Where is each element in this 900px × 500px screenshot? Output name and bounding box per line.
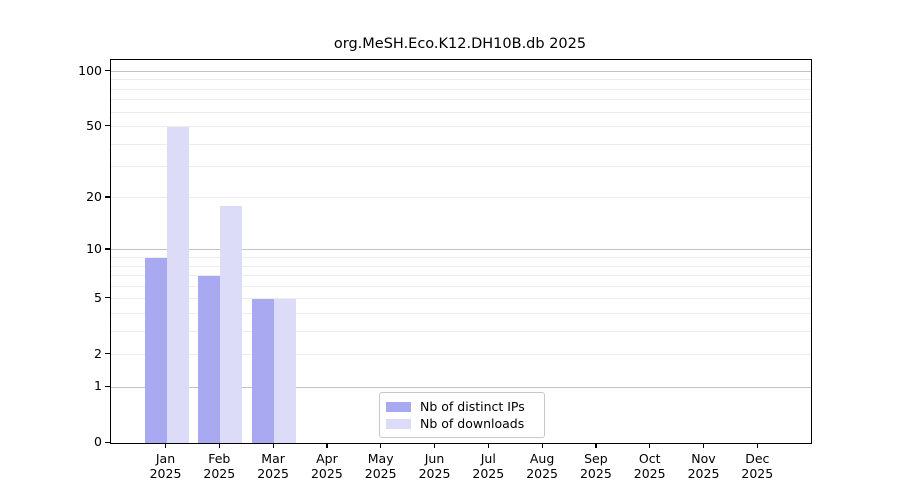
- chart-title: org.MeSH.Eco.K12.DH10B.db 2025: [333, 36, 587, 52]
- bar-mar-distinct-ips: [252, 298, 275, 443]
- y-tick-mark-0: [105, 441, 110, 443]
- x-tick-mark-aug: [541, 443, 543, 448]
- y-tick-label-20: 20: [86, 188, 102, 204]
- x-tick-mark-sep: [595, 443, 597, 448]
- bar-jan-distinct-ips: [144, 257, 167, 443]
- x-tick-label-oct: Oct 2025: [620, 451, 680, 481]
- x-tick-mark-may: [380, 443, 382, 448]
- y-tick-label-0: 0: [94, 434, 102, 449]
- legend-row-distinct-ips: Nb of distinct IPs: [386, 398, 538, 414]
- month-year: 2025: [579, 466, 612, 481]
- month-name: Feb: [208, 451, 231, 466]
- gridline-7: [111, 275, 811, 277]
- legend-swatch-downloads: [386, 418, 411, 429]
- month-year: 2025: [418, 466, 451, 481]
- x-tick-label-nov: Nov 2025: [674, 451, 734, 481]
- month-name: Mar: [261, 451, 285, 466]
- x-tick-label-mar: Mar 2025: [243, 451, 303, 481]
- gridline-2: [111, 354, 811, 356]
- y-tick-mark-1: [105, 385, 110, 387]
- month-year: 2025: [526, 466, 558, 481]
- x-tick-mark-jul: [487, 443, 489, 448]
- legend-label: Nb of downloads: [420, 415, 525, 431]
- y-tick-mark-2: [105, 353, 110, 355]
- x-tick-label-may: May 2025: [351, 451, 411, 481]
- x-tick-mark-apr: [326, 443, 328, 448]
- month-year: 2025: [149, 466, 182, 481]
- legend-swatch-distinct-ips: [386, 401, 411, 412]
- gridline-20: [111, 197, 811, 199]
- x-tick-mark-jan: [165, 443, 167, 448]
- month-name: Dec: [745, 451, 770, 466]
- gridline-90: [111, 79, 811, 81]
- y-tick-label-100: 100: [78, 62, 102, 78]
- gridline-10: [111, 249, 811, 251]
- x-tick-mark-oct: [649, 443, 651, 448]
- gridline-5: [111, 298, 811, 300]
- y-tick-label-5: 5: [94, 289, 102, 305]
- gridline-8: [111, 265, 811, 267]
- x-tick-label-sep: Sep 2025: [566, 451, 626, 481]
- month-year: 2025: [741, 466, 774, 481]
- gridline-70: [111, 99, 811, 101]
- x-tick-mark-feb: [218, 443, 220, 448]
- x-tick-label-jan: Jan 2025: [136, 451, 196, 481]
- month-name: Apr: [316, 451, 338, 466]
- month-year: 2025: [633, 466, 666, 481]
- y-tick-mark-10: [105, 248, 110, 250]
- x-tick-label-apr: Apr 2025: [297, 451, 357, 481]
- month-year: 2025: [687, 466, 720, 481]
- bar-feb-downloads: [220, 205, 243, 443]
- month-name: Sep: [584, 451, 608, 466]
- gridline-60: [111, 111, 811, 113]
- month-name: Jan: [155, 451, 176, 466]
- month-year: 2025: [203, 466, 236, 481]
- y-tick-mark-20: [105, 196, 110, 198]
- gridline-9: [111, 257, 811, 259]
- y-tick-label-2: 2: [94, 345, 102, 361]
- month-name: Jul: [480, 451, 496, 466]
- y-tick-mark-100: [105, 70, 110, 72]
- x-tick-mark-jun: [434, 443, 436, 448]
- legend-row-downloads: Nb of downloads: [386, 415, 538, 431]
- plot-area: [110, 59, 812, 444]
- month-name: Nov: [691, 451, 716, 466]
- x-tick-label-feb: Feb 2025: [189, 451, 249, 481]
- x-tick-mark-mar: [272, 443, 274, 448]
- x-tick-label-dec: Dec 2025: [727, 451, 787, 481]
- gridline-50: [111, 126, 811, 128]
- x-tick-label-aug: Aug 2025: [512, 451, 572, 481]
- gridline-4: [111, 312, 811, 314]
- month-name: May: [367, 451, 394, 466]
- month-name: Oct: [638, 451, 661, 466]
- gridline-30: [111, 166, 811, 168]
- gridline-80: [111, 88, 811, 90]
- bar-feb-distinct-ips: [198, 275, 221, 443]
- month-year: 2025: [472, 466, 505, 481]
- x-tick-mark-nov: [703, 443, 705, 448]
- month-year: 2025: [310, 466, 343, 481]
- month-year: 2025: [257, 466, 289, 481]
- month-name: Aug: [529, 451, 555, 466]
- gridline-1: [111, 386, 811, 388]
- month-year: 2025: [364, 466, 397, 481]
- legend-box: Nb of distinct IPs Nb of downloads: [379, 392, 545, 438]
- y-tick-mark-5: [105, 297, 110, 299]
- gridline-100: [111, 71, 811, 72]
- y-tick-label-50: 50: [86, 117, 102, 133]
- y-tick-label-1: 1: [94, 378, 102, 394]
- x-tick-label-jun: Jun 2025: [405, 451, 465, 481]
- gridline-6: [111, 285, 811, 287]
- month-name: Jun: [424, 451, 445, 466]
- y-tick-label-10: 10: [86, 240, 102, 256]
- x-tick-label-jul: Jul 2025: [458, 451, 518, 481]
- gridline-40: [111, 143, 811, 145]
- bar-mar-downloads: [274, 298, 297, 443]
- gridline-3: [111, 330, 811, 332]
- legend-label: Nb of distinct IPs: [420, 398, 525, 414]
- bar-jan-downloads: [166, 126, 189, 443]
- x-tick-mark-dec: [756, 443, 758, 448]
- y-tick-mark-50: [105, 125, 110, 127]
